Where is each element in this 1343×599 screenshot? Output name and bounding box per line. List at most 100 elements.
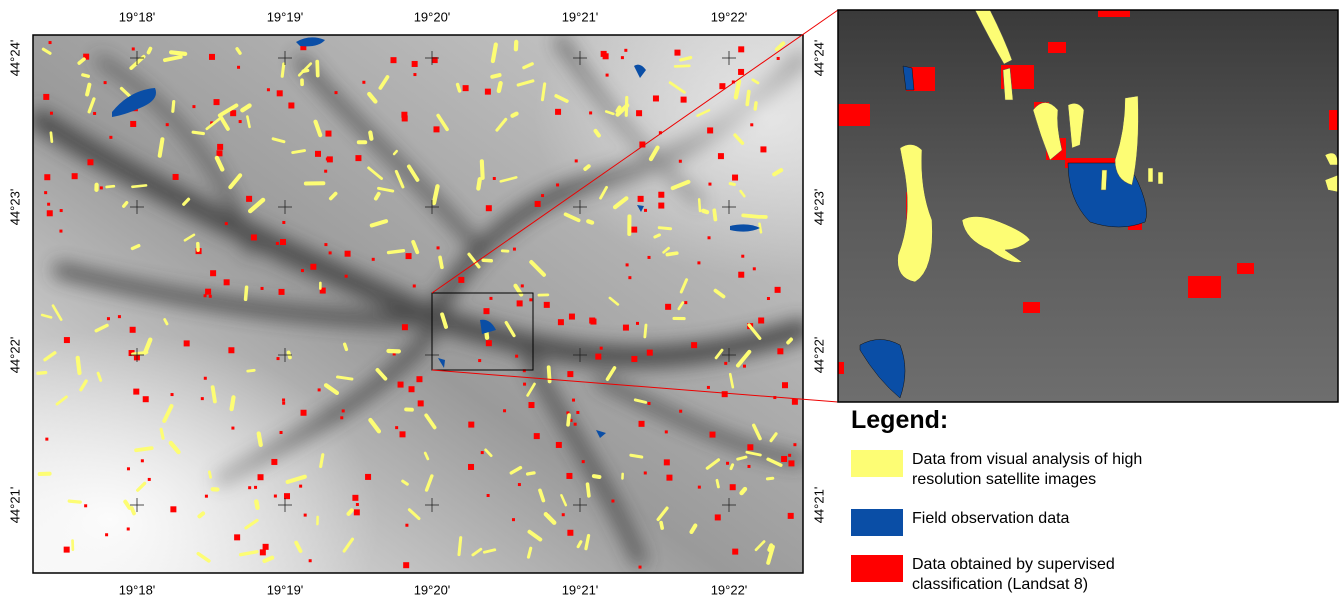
visual-patch [458, 85, 460, 92]
visual-patch [645, 325, 646, 337]
classified-patch [403, 562, 409, 568]
classified-patch [518, 483, 521, 486]
classified-patch [107, 317, 110, 320]
classified-patch [143, 396, 149, 402]
visual-patch [675, 66, 689, 67]
classified-patch [217, 144, 223, 150]
classified-patch [589, 111, 592, 114]
classified-patch [280, 239, 286, 245]
classified-patch [64, 337, 70, 343]
classified-patch [541, 194, 544, 197]
classified-patch [413, 284, 416, 287]
classified-patch [556, 442, 562, 448]
classified-patch [684, 301, 687, 304]
classified-patch [681, 97, 687, 103]
classified-patch [72, 173, 78, 179]
classified-patch [544, 302, 550, 308]
visual-patch [699, 199, 700, 211]
classified-patch [481, 451, 484, 454]
classified-patch [647, 350, 653, 356]
visual-patch [132, 508, 134, 513]
classified-patch [277, 90, 283, 96]
classified-patch [707, 127, 713, 133]
classified-patch [738, 46, 744, 52]
classified-patch [416, 376, 422, 382]
visual-patch [738, 457, 746, 459]
classified-patch [44, 191, 47, 194]
classified-patch [356, 503, 359, 506]
classified-patch [512, 518, 515, 521]
visual-patch [659, 228, 670, 229]
classified-patch [493, 177, 496, 180]
classified-patch [437, 246, 440, 249]
visual-patch [87, 85, 89, 95]
classified-patch [261, 287, 264, 290]
longitude-label: 19°18' [119, 9, 156, 24]
latitude-label: 44°21' [811, 487, 826, 524]
classified-patch [486, 205, 492, 211]
classified-patch [170, 506, 176, 512]
classified-patch [104, 81, 107, 84]
visual-patch [755, 103, 756, 109]
classified-patch [214, 99, 220, 105]
classified-patch [342, 409, 345, 412]
classified-patch [239, 120, 242, 123]
classified-patch [782, 382, 788, 388]
visual-patch [199, 513, 203, 516]
classified-patch [517, 300, 523, 306]
visual-patch [730, 184, 734, 185]
classified-patch [515, 355, 518, 358]
longitude-label: 19°22' [711, 582, 748, 597]
latitude-label: 44°24' [811, 40, 826, 77]
longitude-label: 19°19' [267, 582, 304, 597]
classified-patch [468, 422, 474, 428]
classified-patch [228, 347, 234, 353]
latitude-label: 44°24' [7, 40, 22, 77]
classified-patch [315, 151, 321, 157]
visual-patch [542, 84, 544, 100]
classified-patch [133, 389, 139, 395]
visual-patch [788, 339, 791, 342]
visual-patch [389, 251, 404, 253]
visual-patch [743, 215, 759, 216]
classified-patch [738, 272, 744, 278]
classified-patch [478, 359, 481, 362]
longitude-label: 19°21' [562, 582, 599, 597]
classified-patch [638, 196, 644, 202]
classified-patch [639, 566, 642, 569]
classified-patch [458, 277, 464, 283]
classified-patch [758, 318, 764, 324]
classified-patch [282, 398, 285, 401]
visual-patch [492, 75, 499, 77]
latitude-label: 44°22' [7, 337, 22, 374]
classified-patch [715, 514, 721, 520]
classified-patch [665, 304, 671, 310]
classified-patch [788, 454, 791, 457]
longitude-label: 19°20' [414, 9, 451, 24]
classified-patch [209, 295, 212, 298]
classified-patch [562, 513, 565, 516]
visual-patch [499, 83, 501, 91]
visual-patch [107, 186, 114, 187]
classified-patch [304, 514, 307, 517]
classified-patch [566, 473, 572, 479]
classified-patch [529, 298, 532, 301]
classified-patch [719, 83, 725, 89]
classified-patch [87, 159, 93, 165]
classified-patch [741, 255, 744, 258]
classified-patch [43, 94, 49, 100]
visual-patch [209, 472, 210, 477]
visual-patch [248, 370, 255, 371]
visual-patch [528, 548, 530, 557]
visual-patch [747, 92, 749, 105]
visual-patch [282, 64, 284, 76]
legend-swatch [851, 509, 903, 536]
classified-patch [718, 153, 724, 159]
classified-patch [658, 203, 664, 209]
classified-patch [503, 409, 506, 412]
classified-patch [576, 411, 579, 414]
visual-patch [459, 538, 461, 555]
visual-patch [631, 455, 642, 457]
classified-patch [489, 297, 492, 300]
classified-patch [644, 209, 647, 212]
